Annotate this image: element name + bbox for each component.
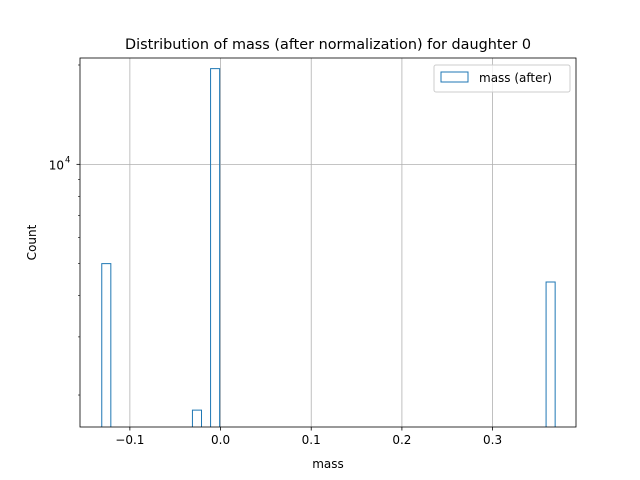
x-tick-label: 0.2	[392, 433, 411, 447]
histogram-bar	[191, 409, 203, 427]
plot-area-frame	[79, 57, 577, 428]
x-tick-label: 0.1	[302, 433, 321, 447]
grid-lines	[80, 58, 576, 427]
legend-swatch	[440, 71, 469, 83]
y-tick-label-exponent: 4	[65, 155, 70, 165]
x-tick-label: 0.0	[211, 433, 230, 447]
y-axis-ticks: 10 4	[49, 64, 80, 396]
chart-title: Distribution of mass (after normalizatio…	[125, 37, 531, 53]
legend-label: mass (after)	[479, 71, 552, 85]
legend: mass (after)	[433, 64, 571, 93]
histogram-bars	[101, 68, 556, 427]
histogram-bar	[545, 281, 556, 427]
histogram-bar	[210, 68, 221, 427]
histogram-bar	[101, 263, 112, 427]
x-axis-label: mass	[312, 457, 344, 471]
x-axis-ticks: −0.1 0.0 0.1 0.2 0.3	[115, 427, 502, 447]
y-tick-label-base: 10	[49, 158, 64, 172]
y-axis-label: Count	[25, 224, 39, 260]
x-tick-label: −0.1	[115, 433, 144, 447]
x-tick-label: 0.3	[483, 433, 502, 447]
y-tick-label: 10	[49, 158, 64, 172]
